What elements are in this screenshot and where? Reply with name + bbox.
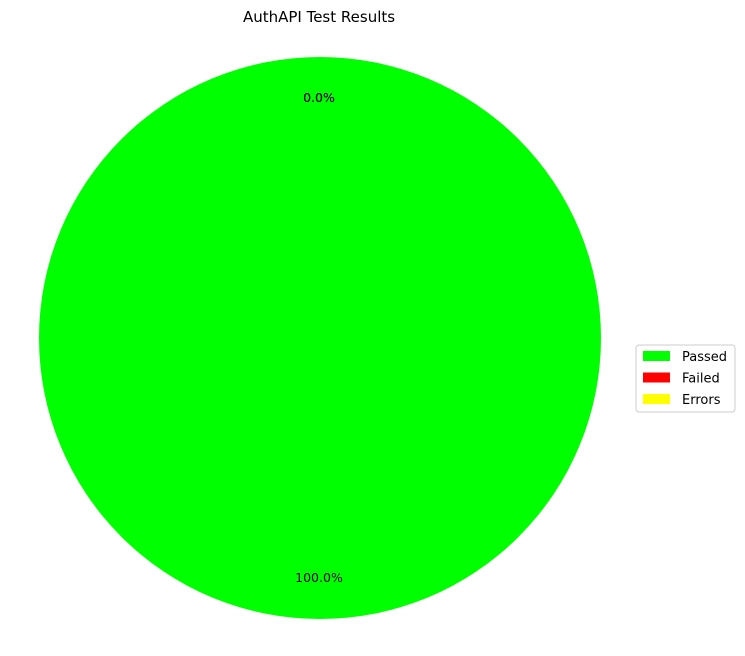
pie-slice-passed xyxy=(39,57,601,619)
legend-swatch-errors xyxy=(643,394,670,404)
legend: Passed Failed Errors xyxy=(635,344,736,413)
pie-slices xyxy=(39,57,601,619)
legend-swatch-failed xyxy=(643,372,670,383)
chart-title: AuthAPI Test Results xyxy=(243,8,395,26)
legend-label-passed: Passed xyxy=(682,350,727,365)
pct-label-passed: 100.0% xyxy=(295,570,343,585)
legend-swatch-passed xyxy=(643,351,670,361)
pie-percent-labels: 100.0%0.0%0.0% xyxy=(295,90,343,585)
legend-label-errors: Errors xyxy=(682,393,721,408)
pct-label-failed: 0.0% xyxy=(303,90,335,105)
legend-label-failed: Failed xyxy=(682,372,720,387)
pct-label-errors: 0.0% xyxy=(303,90,335,105)
